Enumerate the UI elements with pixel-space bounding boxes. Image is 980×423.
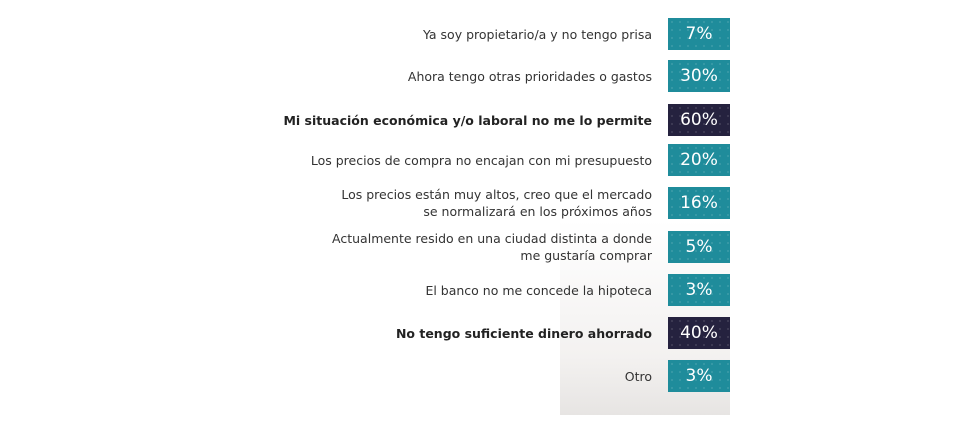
value-box: 7% [668,18,730,50]
value-box: 40% [668,317,730,349]
value-box: 60% [668,104,730,136]
chart-row: Otro 3% [200,360,730,392]
chart-row: Mi situación económica y/o laboral no me… [200,104,730,136]
value-label: 3% [685,280,713,300]
value-label: 40% [680,323,718,343]
value-box: 3% [668,274,730,306]
category-label: Ya soy propietario/a y no tengo prisa [423,26,652,42]
value-box: 3% [668,360,730,392]
category-label: El banco no me concede la hipoteca [425,282,652,298]
category-label: Ahora tengo otras prioridades o gastos [407,68,652,84]
category-label: Actualmente resido en una ciudad distint… [332,231,652,263]
category-label: Mi situación económica y/o laboral no me… [283,112,652,128]
chart-row: Ya soy propietario/a y no tengo prisa 7% [200,18,730,50]
value-label: 3% [685,366,713,386]
chart-row: No tengo suficiente dinero ahorrado 40% [200,317,730,349]
value-label: 60% [680,110,718,130]
value-box: 30% [668,60,730,92]
value-label: 7% [685,24,713,44]
category-label: Otro [624,368,652,384]
category-label: No tengo suficiente dinero ahorrado [395,325,652,341]
chart-row: El banco no me concede la hipoteca 3% [200,274,730,306]
chart-row: Los precios de compra no encajan con mi … [200,144,730,176]
category-label: Los precios de compra no encajan con mi … [310,152,652,168]
chart-row: Los precios están muy altos, creo que el… [200,187,730,219]
value-box: 20% [668,144,730,176]
value-label: 30% [680,66,718,86]
value-label: 20% [680,150,718,170]
value-label: 16% [680,193,718,213]
category-label: Los precios están muy altos, creo que el… [341,187,652,219]
chart-row: Ahora tengo otras prioridades o gastos 30… [200,60,730,92]
value-box: 5% [668,231,730,263]
value-label: 5% [685,237,713,257]
chart-row: Actualmente resido en una ciudad distint… [200,231,730,263]
value-box: 16% [668,187,730,219]
